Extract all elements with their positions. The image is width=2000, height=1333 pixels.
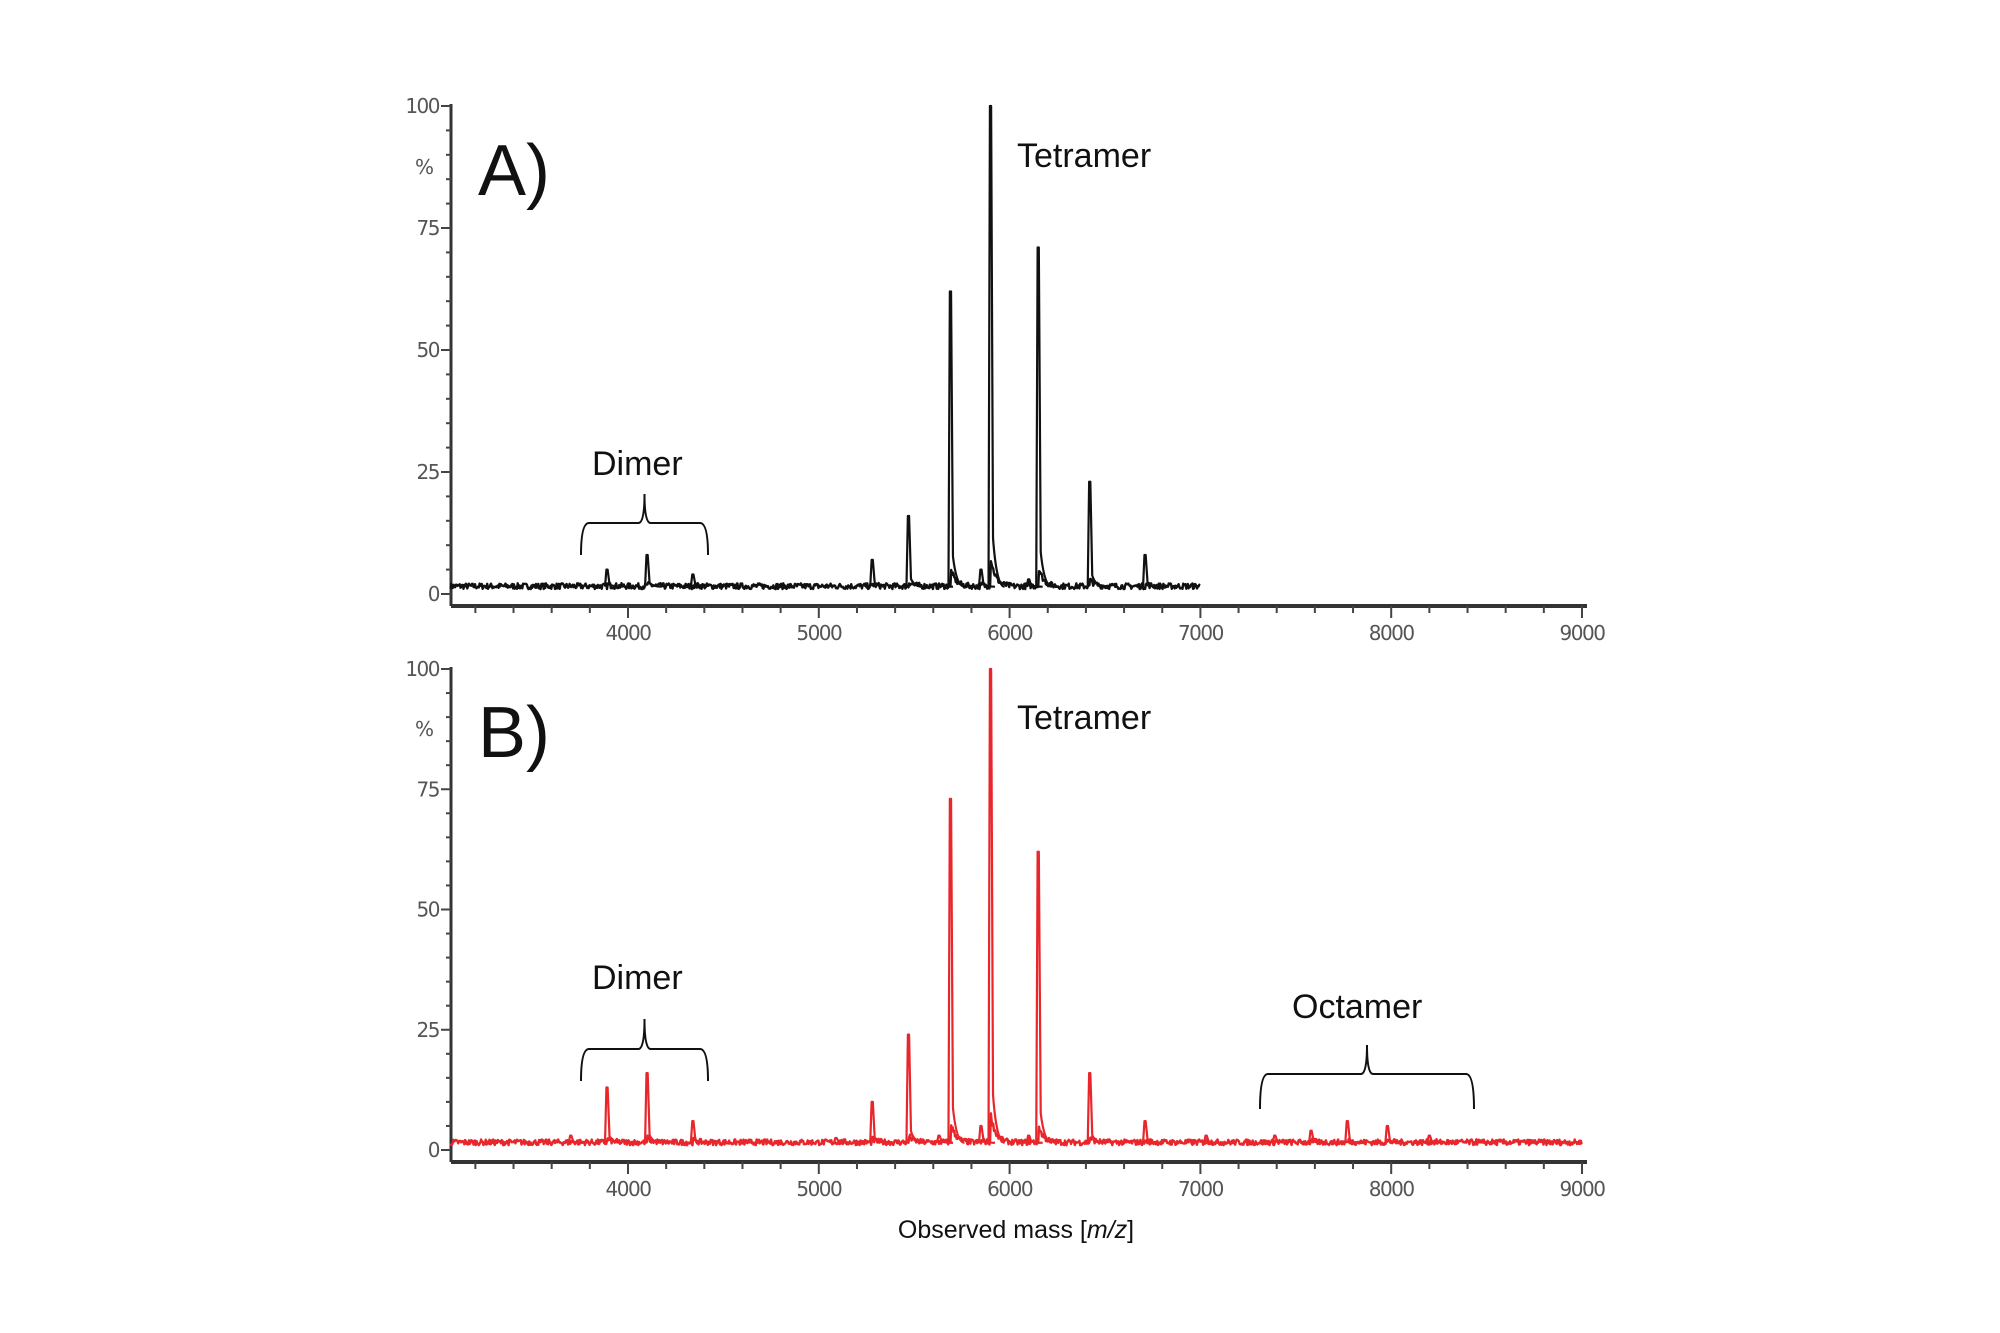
spectrum-peak <box>832 1136 850 1144</box>
annotation-bracket <box>580 493 709 556</box>
y-tick-label: 75 <box>417 216 439 240</box>
y-tick-label: 25 <box>417 1018 439 1042</box>
spectrum-peak <box>1025 1134 1043 1144</box>
x-axis-label: Observed mass [m/z] <box>898 1216 1134 1244</box>
x-tick-label: 9000 <box>1560 1177 1606 1201</box>
spectrum-peak <box>1307 1129 1326 1144</box>
y-tick-label: 100 <box>405 657 439 681</box>
annotation-bracket <box>1259 1044 1475 1110</box>
x-tick-label: 6000 <box>987 1177 1033 1201</box>
panel-b-ylabel: % <box>415 717 433 741</box>
spectrum-peak <box>977 568 995 588</box>
x-tick-label: 6000 <box>987 621 1033 645</box>
spectrum-peak <box>603 1086 622 1144</box>
y-tick-label: 0 <box>428 582 440 606</box>
spectrum-peak <box>1086 1071 1104 1144</box>
panel-b: B) % Tetramer Dimer Octamer Observed mas… <box>405 657 1606 1244</box>
spectrum-peak <box>1384 1124 1402 1144</box>
spectrum-peak <box>1035 850 1053 1144</box>
y-tick-label: 50 <box>417 898 440 922</box>
spectrum-peak <box>1426 1134 1444 1144</box>
spectrum-peak <box>643 1071 662 1144</box>
spectrum-peak <box>567 1134 585 1144</box>
x-tick-label: 4000 <box>606 1177 652 1201</box>
x-tick-label: 7000 <box>1178 621 1224 645</box>
annotation-tetramer-b: Tetramer <box>1017 699 1151 737</box>
spectrum-peak <box>947 290 965 588</box>
spectrum-peak <box>1141 1120 1160 1144</box>
x-tick-label: 8000 <box>1369 1177 1415 1201</box>
panel-b-label: B) <box>478 693 550 773</box>
spectrum-peak <box>1203 1134 1221 1144</box>
spectrum-peak <box>1141 553 1160 588</box>
annotation-dimer-b: Dimer <box>592 959 683 997</box>
spectrum-peak <box>603 568 622 588</box>
spectrum-peak <box>1025 578 1043 588</box>
y-tick-label: 25 <box>417 460 439 484</box>
spectrum-peak <box>987 667 1005 1144</box>
annotation-tetramer-a: Tetramer <box>1017 137 1151 175</box>
spectrum-peak <box>1344 1120 1362 1144</box>
spectrum-peak <box>905 1033 923 1144</box>
panel-a-ylabel: % <box>415 155 433 179</box>
x-tick-label: 4000 <box>606 621 652 645</box>
annotation-dimer-a: Dimer <box>592 445 683 483</box>
y-tick-label: 100 <box>405 94 439 118</box>
x-tick-label: 8000 <box>1369 621 1415 645</box>
spectrum-peak <box>935 1134 954 1144</box>
spectrum-peak <box>936 583 954 588</box>
annotation-bracket <box>580 1018 709 1082</box>
x-tick-label: 5000 <box>796 621 842 645</box>
spectrum-peak <box>689 1120 707 1144</box>
spectrum-peak <box>987 104 1005 588</box>
spectrum-baseline <box>449 1112 1583 1147</box>
spectrum-peak <box>869 558 887 588</box>
y-tick-label: 75 <box>417 777 439 801</box>
x-tick-label: 5000 <box>796 1177 842 1201</box>
spectrum-peak <box>1473 1140 1490 1144</box>
x-tick-label: 9000 <box>1560 621 1606 645</box>
spectrum-peak <box>947 797 965 1144</box>
spectrum-peak <box>1086 480 1104 588</box>
panel-a: A) % Tetramer Dimer 0 25 50 75 100 4000 5000 60… <box>405 94 1606 645</box>
panel-a-label: A) <box>478 131 550 211</box>
spectrum-peak <box>742 1140 759 1144</box>
y-tick-label: 50 <box>417 338 440 362</box>
spectrum-peak <box>905 514 923 588</box>
spectrum-peak <box>1035 246 1053 588</box>
y-tick-label: 0 <box>428 1138 440 1162</box>
x-tick-label: 7000 <box>1178 1177 1224 1201</box>
spectrum-peak <box>643 553 662 588</box>
spectrum-peak <box>1271 1134 1289 1144</box>
spectrum-baseline <box>449 560 1201 591</box>
spectrum-peak <box>869 1100 887 1144</box>
spectrum-peak <box>977 1124 995 1144</box>
spectrum-peak <box>689 573 707 588</box>
annotation-octamer-b: Octamer <box>1292 988 1422 1026</box>
